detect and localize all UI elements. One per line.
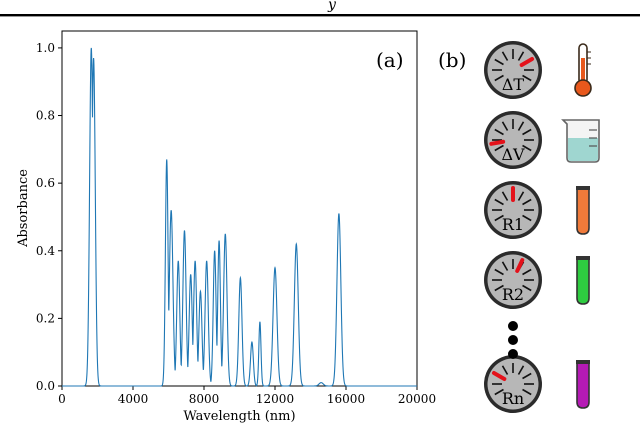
y-tick-label: 0.8 <box>36 109 55 123</box>
dial-tick <box>522 198 532 206</box>
dial-tick <box>522 284 532 292</box>
sensor-dials: ΔT ΔV R1 R2 Rn <box>484 41 542 413</box>
dial-needle <box>491 371 507 381</box>
dial-tick <box>494 128 504 136</box>
dial-tick <box>522 74 532 82</box>
y-axis-ticks: 0.0 0.2 0.4 0.6 0.8 1.0 <box>36 41 62 393</box>
dial-tick <box>517 51 525 61</box>
beaker-icon <box>561 119 600 163</box>
dial-needle <box>515 258 525 273</box>
dial-tick <box>522 372 532 380</box>
dial-tick <box>517 191 525 201</box>
dial-tick <box>522 268 532 276</box>
dial-face <box>487 184 539 236</box>
dial-tick <box>494 58 504 66</box>
ellipsis-dot <box>508 335 518 345</box>
ellipsis-dot <box>508 321 518 331</box>
x-tick-label: 12000 <box>256 392 294 406</box>
x-tick-label: 4000 <box>118 392 149 406</box>
x-tick-label: 0 <box>58 392 66 406</box>
test-tube-green-icon <box>576 256 590 305</box>
dial-label: ΔT <box>502 75 525 94</box>
dial: ΔV <box>484 111 542 169</box>
absorbance-chart: 0.0 0.2 0.4 0.6 0.8 1.0 0 4000 8000 12000 16000 20… <box>16 30 436 424</box>
dial-tick <box>494 388 504 396</box>
dial-label: R1 <box>502 215 524 234</box>
dial: Rn <box>484 355 542 413</box>
thermometer-icon <box>574 43 592 97</box>
y-tick-label: 0.4 <box>36 244 55 258</box>
dial-tick <box>494 284 504 292</box>
plot-frame <box>61 30 418 387</box>
dial-label: R2 <box>502 285 524 304</box>
dial-tick <box>501 261 509 271</box>
test-tube-orange-icon <box>576 186 590 235</box>
x-axis-label: Wavelength (nm) <box>183 409 295 424</box>
dial-tick <box>494 198 504 206</box>
dial-label: Rn <box>502 389 524 408</box>
y-tick-label: 0.0 <box>36 379 55 393</box>
x-axis-ticks: 0 4000 8000 12000 16000 20000 <box>58 386 436 406</box>
dial-tick <box>494 74 504 82</box>
dial: R2 <box>484 251 542 309</box>
dial-tick <box>517 121 525 131</box>
absorbance-line <box>62 47 417 387</box>
dial-tick <box>494 214 504 222</box>
dial-tick <box>494 268 504 276</box>
dial-tick <box>494 144 504 152</box>
y-tick-label: 0.6 <box>36 176 55 190</box>
panel-b-label: (b) <box>438 48 466 72</box>
header-fragment: y <box>327 0 337 13</box>
header-rule <box>0 14 640 17</box>
dial-tick <box>522 388 532 396</box>
dial-label: ΔV <box>501 145 525 164</box>
sample-icons <box>561 43 600 409</box>
dial-tick <box>501 51 509 61</box>
y-tick-label: 1.0 <box>36 41 55 55</box>
x-tick-label: 8000 <box>189 392 220 406</box>
panel-a-label: (a) <box>376 48 404 72</box>
dial-face <box>487 44 539 96</box>
dial-tick <box>522 144 532 152</box>
ellipsis-dots <box>508 321 518 359</box>
test-tube-purple-icon <box>576 360 590 409</box>
dial-tick <box>517 365 525 375</box>
dial-tick <box>501 191 509 201</box>
dial-needle <box>489 139 506 146</box>
dial: ΔT <box>484 41 542 99</box>
y-tick-label: 0.2 <box>36 311 55 325</box>
x-tick-label: 20000 <box>398 392 436 406</box>
dial-tick <box>501 365 509 375</box>
ellipsis-dot <box>508 349 518 359</box>
x-tick-label: 16000 <box>327 392 365 406</box>
y-axis-label: Absorbance <box>16 169 31 248</box>
dial-face <box>487 114 539 166</box>
dial-face <box>487 254 539 306</box>
dial-needle <box>519 57 535 67</box>
dial: R1 <box>484 181 542 239</box>
dial-face <box>487 358 539 410</box>
dial-tick <box>522 214 532 222</box>
dial-tick <box>501 121 509 131</box>
dial-tick <box>522 128 532 136</box>
